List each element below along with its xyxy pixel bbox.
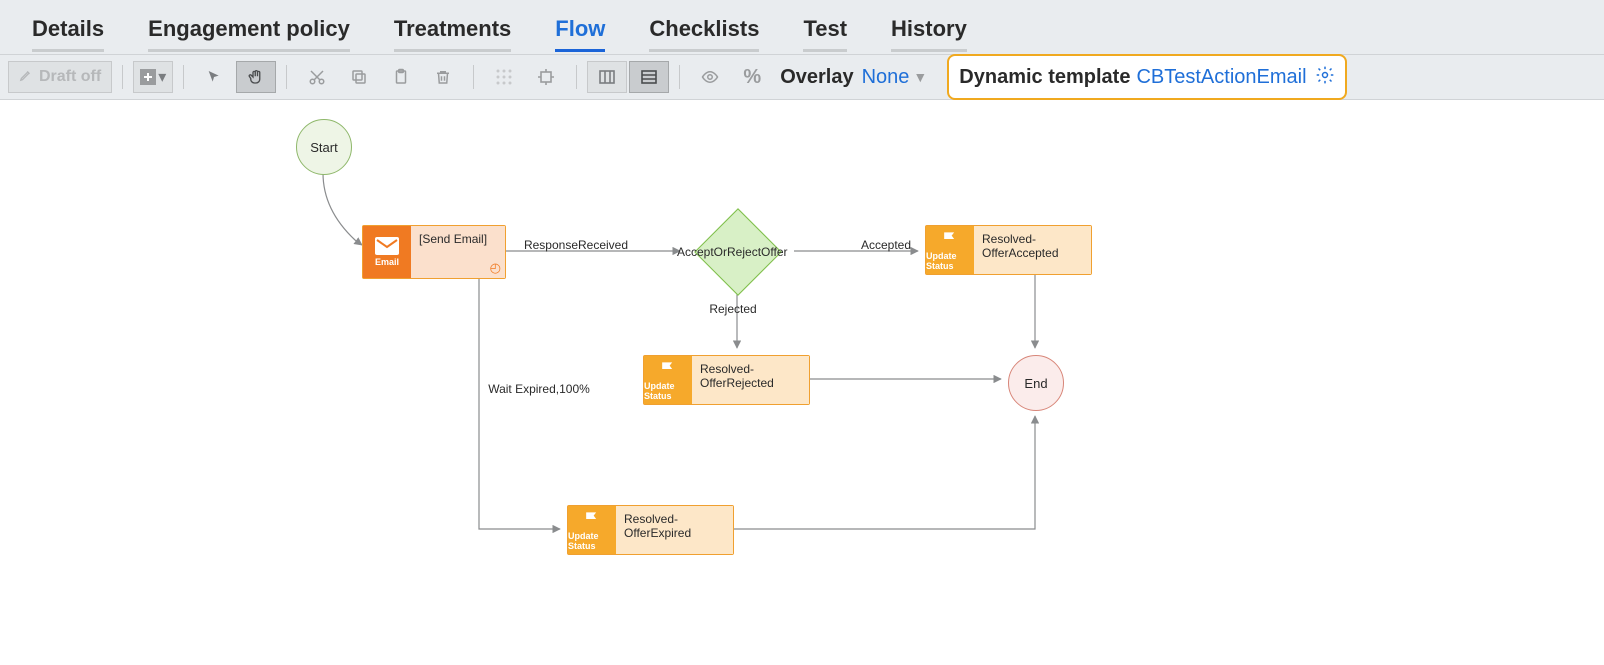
delete-button[interactable] bbox=[423, 61, 463, 93]
flag-icon: Update Status bbox=[568, 506, 616, 554]
chevron-down-icon: ▾ bbox=[158, 67, 166, 87]
tab-label: Checklists bbox=[649, 16, 759, 41]
start-node[interactable]: Start bbox=[296, 119, 352, 175]
dynamic-template-label: Dynamic template bbox=[959, 66, 1130, 89]
toolbar-separator bbox=[473, 65, 474, 89]
visibility-toggle[interactable] bbox=[690, 61, 730, 93]
tab-label: Flow bbox=[555, 16, 605, 41]
snap-grid-button[interactable] bbox=[484, 61, 524, 93]
svg-text:Rejected: Rejected bbox=[709, 302, 756, 316]
dynamic-template-value[interactable]: CBTestActionEmail bbox=[1136, 66, 1306, 89]
toolbar-separator bbox=[679, 65, 680, 89]
send-email-label: [Send Email] bbox=[419, 232, 487, 246]
expired-label: Resolved-OfferExpired bbox=[624, 512, 725, 540]
update-status-label: Update Status bbox=[568, 531, 616, 551]
tab-underline bbox=[891, 49, 967, 52]
toolbar-separator bbox=[576, 65, 577, 89]
accepted-label: Resolved-OfferAccepted bbox=[982, 232, 1083, 260]
rejected-shape[interactable]: Update Status Resolved-OfferRejected bbox=[643, 355, 810, 405]
start-label: Start bbox=[310, 140, 337, 155]
tab-label: Test bbox=[803, 16, 847, 41]
align-guides-button[interactable] bbox=[526, 61, 566, 93]
toolbar-separator bbox=[183, 65, 184, 89]
tab-underline bbox=[555, 49, 605, 52]
tab-underline bbox=[394, 49, 511, 52]
tab-underline bbox=[803, 49, 847, 52]
tab-underline bbox=[649, 49, 759, 52]
end-node[interactable]: End bbox=[1008, 355, 1064, 411]
layout-columns-button[interactable] bbox=[587, 61, 627, 93]
tab-details[interactable]: Details bbox=[10, 6, 126, 54]
draft-off-label: Draft off bbox=[39, 68, 101, 86]
tab-history[interactable]: History bbox=[869, 6, 989, 54]
layout-rows-button[interactable] bbox=[629, 61, 669, 93]
svg-text:Accepted: Accepted bbox=[861, 238, 911, 252]
tabbar: Details Engagement policy Treatments Flo… bbox=[0, 0, 1604, 55]
copy-button[interactable] bbox=[339, 61, 379, 93]
draft-off-toggle[interactable]: Draft off bbox=[8, 61, 112, 93]
overlay-label: Overlay bbox=[780, 66, 853, 89]
tab-flow[interactable]: Flow bbox=[533, 6, 627, 54]
percent-button[interactable]: % bbox=[732, 61, 772, 93]
svg-text:ResponseReceived: ResponseReceived bbox=[524, 238, 628, 252]
tab-underline bbox=[32, 49, 104, 52]
flow-canvas[interactable]: ResponseReceived Accepted Rejected Wait Exp… bbox=[0, 100, 1604, 665]
tab-underline bbox=[148, 49, 350, 52]
flag-icon: Update Status bbox=[644, 356, 692, 404]
tab-label: History bbox=[891, 16, 967, 41]
tab-label: Treatments bbox=[394, 16, 511, 41]
clock-icon: ◴ bbox=[490, 260, 501, 276]
end-label: End bbox=[1024, 376, 1047, 391]
decision-label: AcceptOrRejectOffer bbox=[677, 245, 787, 259]
tab-treatments[interactable]: Treatments bbox=[372, 6, 533, 54]
toolbar-separator bbox=[122, 65, 123, 89]
toolbar: Draft off ▾ % Overlay Non bbox=[0, 55, 1604, 100]
send-email-shape[interactable]: Email [Send Email] ◴ bbox=[362, 225, 506, 279]
chevron-down-icon: ▼ bbox=[913, 69, 927, 85]
overlay-dropdown[interactable]: None ▼ bbox=[862, 66, 928, 89]
add-shape-button[interactable]: ▾ bbox=[133, 61, 173, 93]
cut-button[interactable] bbox=[297, 61, 337, 93]
tab-test[interactable]: Test bbox=[781, 6, 869, 54]
tab-checklists[interactable]: Checklists bbox=[627, 6, 781, 54]
accepted-shape[interactable]: Update Status Resolved-OfferAccepted bbox=[925, 225, 1092, 275]
dynamic-template-box: Dynamic template CBTestActionEmail bbox=[947, 54, 1346, 100]
overlay-value: None bbox=[862, 66, 910, 89]
update-status-label: Update Status bbox=[926, 251, 974, 271]
pointer-tool[interactable] bbox=[194, 61, 234, 93]
paste-button[interactable] bbox=[381, 61, 421, 93]
flag-icon: Update Status bbox=[926, 226, 974, 274]
update-status-label: Update Status bbox=[644, 381, 692, 401]
tab-label: Details bbox=[32, 16, 104, 41]
expired-shape[interactable]: Update Status Resolved-OfferExpired bbox=[567, 505, 734, 555]
pan-tool[interactable] bbox=[236, 61, 276, 93]
tab-label: Engagement policy bbox=[148, 16, 350, 41]
tab-engagement-policy[interactable]: Engagement policy bbox=[126, 6, 372, 54]
svg-text:Wait Expired,100%: Wait Expired,100% bbox=[488, 382, 590, 396]
email-icon-label: Email bbox=[375, 257, 399, 267]
email-icon: Email bbox=[363, 226, 411, 278]
toolbar-separator bbox=[286, 65, 287, 89]
pencil-icon bbox=[19, 68, 33, 87]
rejected-label: Resolved-OfferRejected bbox=[700, 362, 801, 390]
gear-icon[interactable] bbox=[1315, 65, 1335, 90]
